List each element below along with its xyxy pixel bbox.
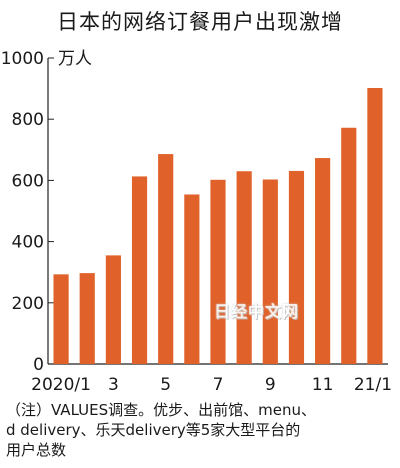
bar bbox=[53, 274, 69, 364]
y-unit-label: 万人 bbox=[58, 49, 92, 69]
y-tick-label: 200 bbox=[12, 294, 44, 314]
y-tick-label: 0 bbox=[33, 355, 44, 375]
bar bbox=[367, 87, 383, 364]
bar bbox=[131, 176, 148, 364]
bar bbox=[315, 158, 331, 364]
y-tick-label: 1000 bbox=[1, 49, 44, 69]
footnote-line-3: 用户总数 bbox=[6, 441, 67, 459]
chart-title: 日本的网络订餐用户出现激增 bbox=[57, 10, 343, 34]
footnote-line-1: （注）VALUES调查。优步、出前馆、menu、 bbox=[6, 401, 317, 419]
x-tick-label: 2020/1 bbox=[31, 375, 91, 395]
bar-chart: 0 200 400 600 800 1000 万人 2020/1 3 5 7 9 11 21/1 bbox=[1, 49, 392, 395]
bar bbox=[105, 255, 121, 364]
bar bbox=[236, 171, 252, 364]
x-tick-label: 21/1 bbox=[354, 375, 392, 395]
bar bbox=[262, 179, 278, 364]
y-tick-label: 400 bbox=[12, 233, 44, 253]
bar bbox=[341, 127, 357, 364]
bar bbox=[288, 170, 305, 364]
x-tick-label: 11 bbox=[312, 375, 334, 395]
x-tick-label: 9 bbox=[265, 375, 276, 395]
watermark-logo: 日经中文网 bbox=[214, 302, 300, 321]
footnote: （注）VALUES调查。优步、出前馆、menu、 d delivery、乐天de… bbox=[6, 400, 396, 460]
bar bbox=[79, 273, 95, 364]
y-tick-label: 800 bbox=[12, 110, 44, 130]
bar bbox=[184, 194, 200, 364]
bar bbox=[210, 179, 226, 364]
footnote-line-2: d delivery、乐天delivery等5家大型平台的 bbox=[6, 421, 301, 439]
bar bbox=[158, 154, 174, 364]
x-tick-label: 5 bbox=[160, 375, 171, 395]
x-tick-label: 3 bbox=[108, 375, 119, 395]
x-tick-label: 7 bbox=[213, 375, 224, 395]
y-tick-label: 600 bbox=[12, 171, 44, 191]
